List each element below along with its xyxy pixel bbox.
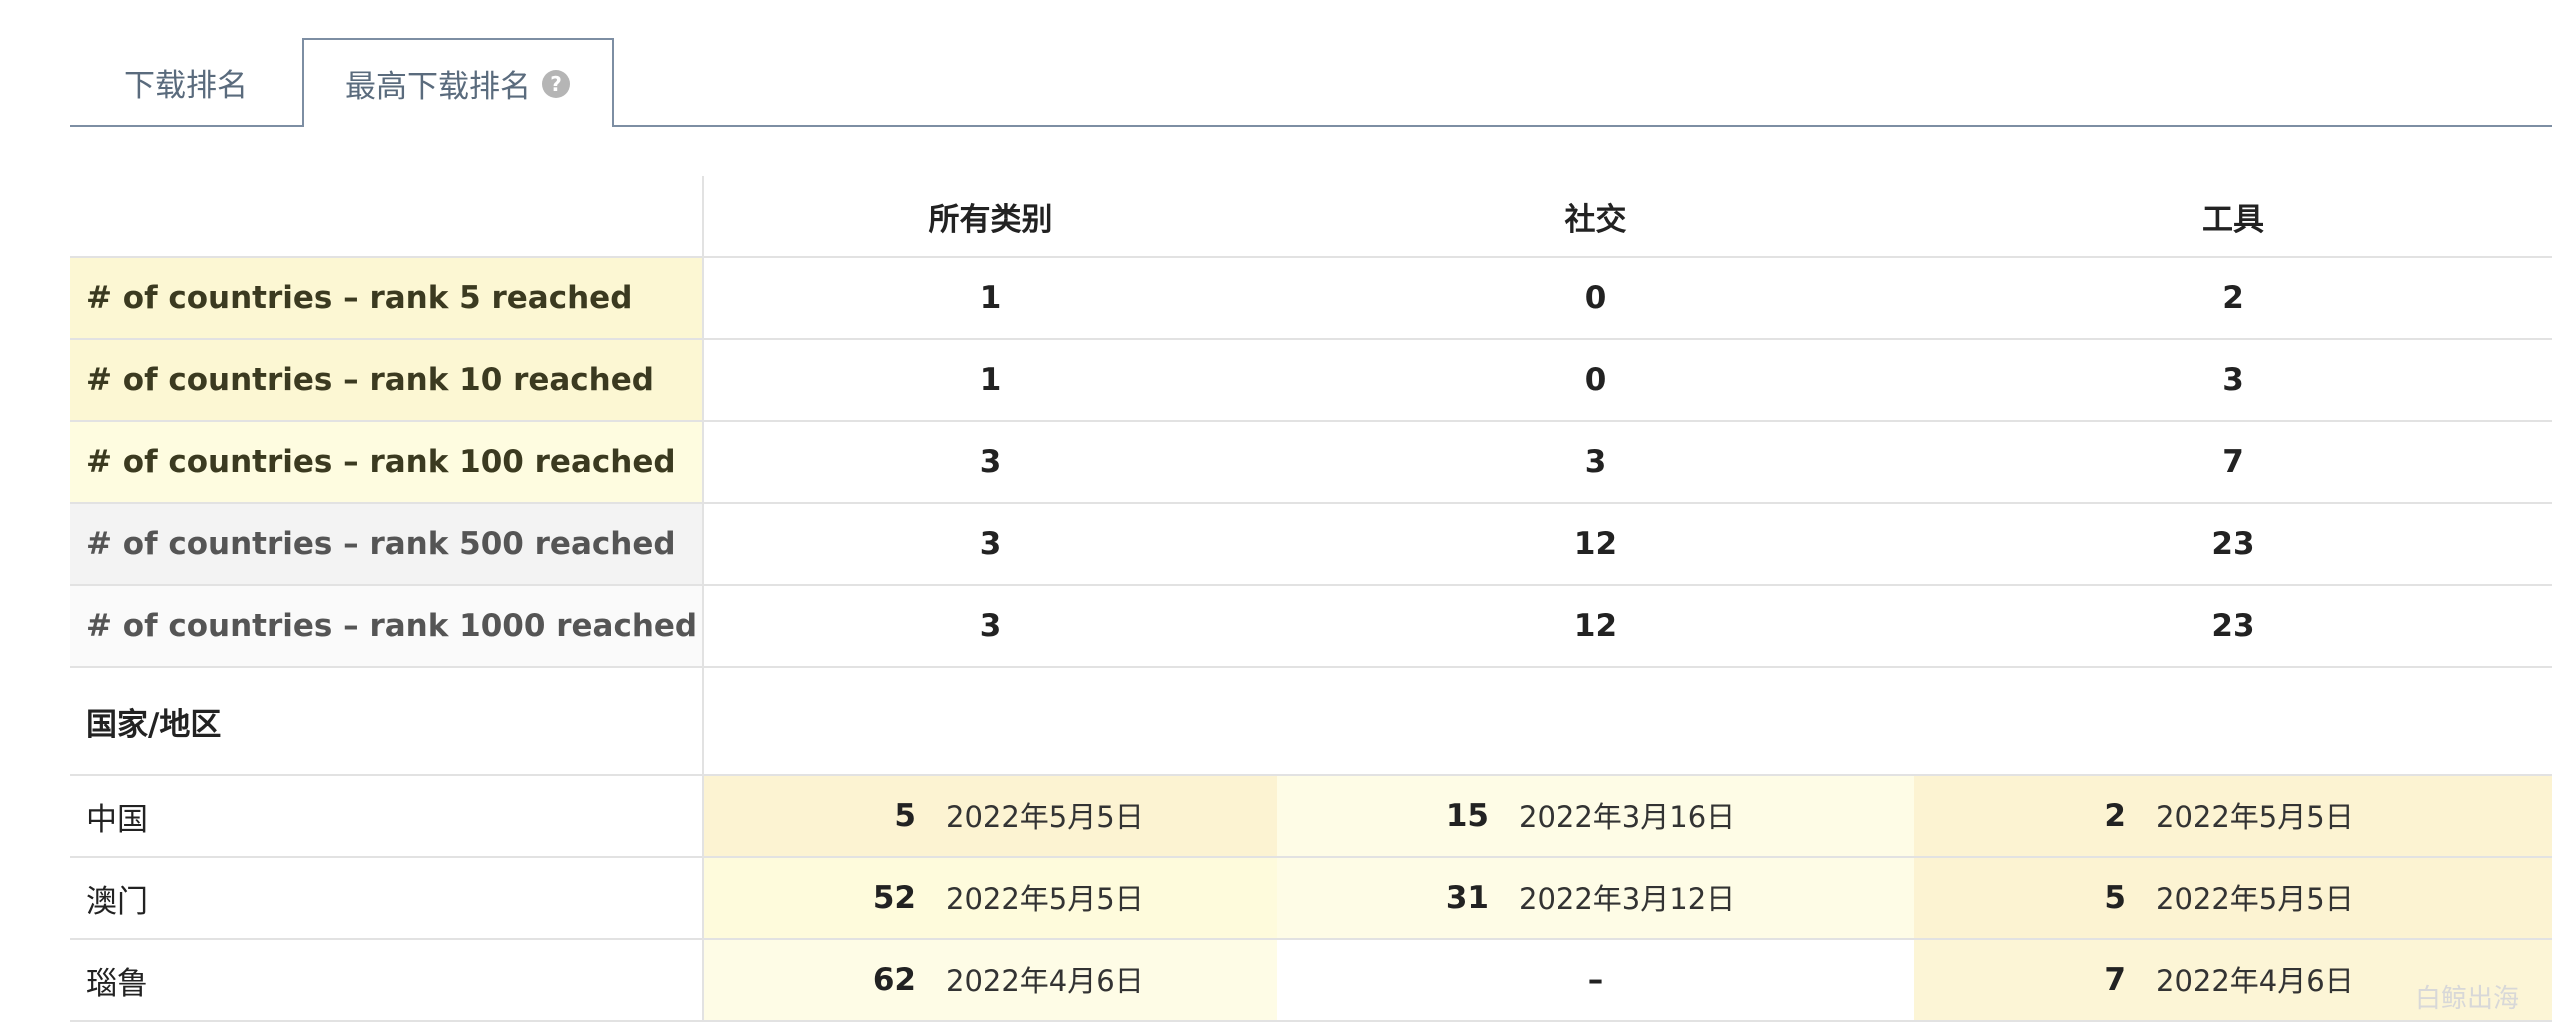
date: 2022年5月5日 (2156, 882, 2354, 916)
summary-value: 1 (704, 340, 1277, 422)
section-header: 国家/地区 (70, 668, 704, 776)
rank-wrap: 5 (704, 796, 916, 836)
country-name: 瑙鲁 (70, 940, 704, 1022)
summary-value: 3 (704, 422, 1277, 504)
date: 2022年4月6日 (2156, 964, 2354, 998)
rank-wrap: 31 (1277, 878, 1489, 918)
rank-cell: 2 2022年5月5日 (1914, 776, 2552, 858)
summary-value: 12 (1277, 586, 1914, 668)
empty-value: – (1587, 962, 1604, 998)
rank-cell: 31 2022年3月12日 (1277, 858, 1914, 940)
tab-label: 下载排名 (124, 68, 248, 104)
summary-value: 12 (1277, 504, 1914, 586)
rank-wrap: 52 (704, 878, 916, 918)
summary-value: 3 (1914, 340, 2552, 422)
watermark: 白鲸出海 (2415, 984, 2520, 1014)
date: 2022年5月5日 (946, 800, 1144, 834)
rank: 5 (2104, 880, 2126, 916)
rank: 52 (872, 880, 916, 916)
rank-cell: 15 2022年3月16日 (1277, 776, 1914, 858)
summary-value: 3 (704, 586, 1277, 668)
country-name: 澳门 (70, 858, 704, 940)
date: 2022年4月6日 (946, 964, 1144, 998)
summary-label: # of countries – rank 100 reached (70, 422, 704, 504)
summary-value: 3 (704, 504, 1277, 586)
summary-value: 0 (1277, 258, 1914, 340)
summary-value: 23 (1914, 504, 2552, 586)
date: 2022年5月5日 (946, 882, 1144, 916)
rank: 5 (894, 798, 916, 834)
date: 2022年5月5日 (2156, 800, 2354, 834)
tab[interactable]: 最高下载排名? (302, 38, 614, 127)
tab-underline (70, 125, 2552, 127)
rank-cell: 62 2022年4月6日 (704, 940, 1277, 1022)
summary-value: 2 (1914, 258, 2552, 340)
summary-value: 1 (704, 258, 1277, 340)
rank-wrap: 2 (1914, 796, 2126, 836)
rank-wrap: 7 (1914, 960, 2126, 1000)
country-name: 中国 (70, 776, 704, 858)
column-header: 工具 (1914, 176, 2552, 258)
summary-value: 23 (1914, 586, 2552, 668)
header-cell (70, 176, 704, 258)
summary-value: 0 (1277, 340, 1914, 422)
summary-value: 7 (1914, 422, 2552, 504)
date: 2022年3月16日 (1519, 800, 1736, 834)
rank: 31 (1445, 880, 1489, 916)
rank-cell: 7 2022年4月6日 (1914, 940, 2552, 1022)
rank-cell: – (1277, 940, 1914, 1022)
tab[interactable]: 下载排名 (70, 38, 302, 127)
section-fill (704, 668, 2552, 776)
rank-wrap: 62 (704, 960, 916, 1000)
rank-cell: 5 2022年5月5日 (704, 776, 1277, 858)
rank-cell: 52 2022年5月5日 (704, 858, 1277, 940)
summary-label: # of countries – rank 10 reached (70, 340, 704, 422)
summary-label: # of countries – rank 5 reached (70, 258, 704, 340)
summary-label: # of countries – rank 500 reached (70, 504, 704, 586)
rank-wrap: 15 (1277, 796, 1489, 836)
rank-cell: 5 2022年5月5日 (1914, 858, 2552, 940)
summary-label: # of countries – rank 1000 reached (70, 586, 704, 668)
column-header: 社交 (1277, 176, 1914, 258)
rank: 62 (872, 962, 916, 998)
date: 2022年3月12日 (1519, 882, 1736, 916)
rank: 7 (2104, 962, 2126, 998)
column-header: 所有类别 (704, 176, 1277, 258)
rank: 15 (1445, 798, 1489, 834)
tab-label: 最高下载排名 (345, 69, 531, 105)
rank-wrap: 5 (1914, 878, 2126, 918)
help-icon[interactable]: ? (541, 69, 571, 99)
rank: 2 (2104, 798, 2126, 834)
svg-text:?: ? (550, 72, 562, 96)
summary-value: 3 (1277, 422, 1914, 504)
